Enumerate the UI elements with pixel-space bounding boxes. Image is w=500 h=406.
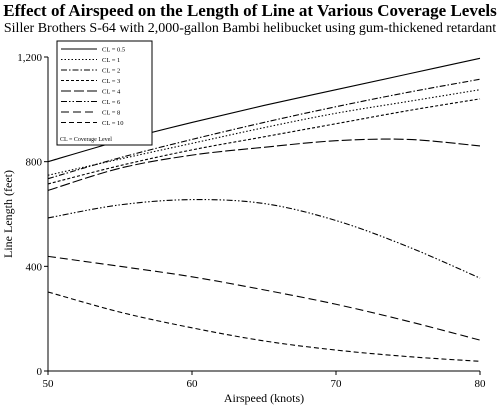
legend-label: CL = 0.5 bbox=[102, 47, 125, 54]
chart-subtitle: Siller Brothers S-64 with 2,000-gallon B… bbox=[3, 21, 497, 36]
y-tick-label: 800 bbox=[26, 157, 43, 169]
series-line-cl-8 bbox=[47, 255, 481, 341]
series-line-cl-10 bbox=[47, 291, 481, 362]
x-axis-label: Airspeed (knots) bbox=[224, 391, 304, 405]
chart-title: Effect of Airspeed on the Length of Line… bbox=[3, 1, 497, 20]
y-axis-label: Line Length (feet) bbox=[1, 170, 15, 258]
legend-label: CL = 1 bbox=[102, 57, 120, 64]
x-tick-label: 60 bbox=[187, 378, 199, 390]
legend-label: CL = 6 bbox=[102, 99, 121, 106]
x-tick-label: 80 bbox=[475, 378, 487, 390]
legend-box bbox=[56, 40, 153, 146]
y-tick-label: 400 bbox=[26, 261, 43, 273]
series-line-cl-3 bbox=[47, 98, 481, 185]
chart-axes: 0 400 800 1,200 50 60 70 80 bbox=[17, 52, 486, 390]
x-tick-label: 50 bbox=[43, 378, 55, 390]
y-tick-label: 1,200 bbox=[17, 52, 42, 64]
series-line-cl-2 bbox=[47, 78, 481, 180]
x-tick-label: 70 bbox=[331, 378, 343, 390]
legend-label: CL = 8 bbox=[102, 110, 120, 117]
legend-label: CL = 3 bbox=[102, 78, 120, 85]
legend-label: CL = 4 bbox=[102, 89, 121, 96]
chart-legend: CL = 0.5 CL = 1 CL = 2 CL = 3 CL = 4 CL = 6 CL… bbox=[56, 40, 153, 146]
legend-label: CL = 2 bbox=[102, 68, 120, 75]
legend-note: CL = Coverage Level bbox=[60, 137, 112, 143]
series-line-cl-1 bbox=[47, 89, 481, 176]
legend-label: CL = 10 bbox=[102, 120, 123, 127]
y-tick-label: 0 bbox=[37, 366, 43, 378]
series-line-cl-4 bbox=[47, 138, 481, 191]
series-line-cl-6 bbox=[47, 199, 481, 279]
